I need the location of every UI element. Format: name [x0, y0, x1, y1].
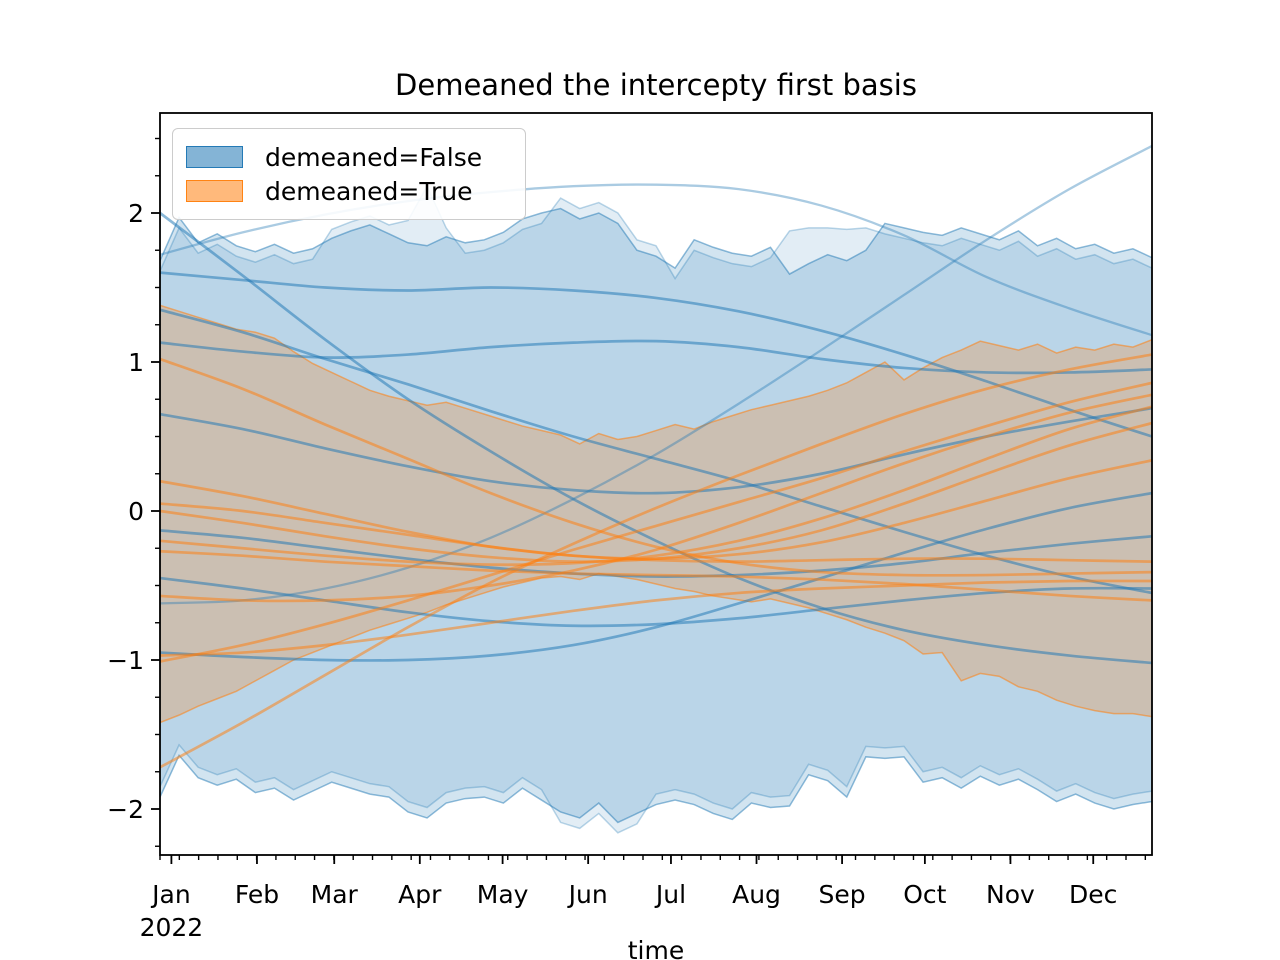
series-true-sample-7 [160, 393, 1152, 603]
x-tick-label-sep: Sep [819, 880, 866, 909]
y-tick-label-−1: −1 [107, 646, 144, 675]
series-false-sample-2 [160, 308, 1152, 595]
series-false-sample-1 [160, 271, 1152, 438]
series-false-sample-8 [160, 491, 1152, 662]
x-tick-label-feb: Feb [235, 880, 279, 909]
legend: demeaned=False demeaned=True [172, 128, 526, 220]
series-false-sample-4 [160, 211, 1152, 665]
x-tick-label-jun: Jun [567, 880, 608, 909]
x-axis-label: time [627, 936, 685, 960]
x-tick-label-jan: Jan [150, 880, 191, 909]
band-demeaned-true-lower-edge [160, 572, 1152, 724]
series-true-sample-1 [160, 357, 1152, 577]
series-false-sample-3 [160, 339, 1152, 375]
x-tick-label-apr: Apr [398, 880, 442, 909]
legend-label: demeaned=False [265, 142, 483, 172]
series-true-sample-6 [160, 549, 1152, 602]
series-true-sample-3 [160, 502, 1152, 564]
band-demeaned-false-outer-upper-edge [160, 184, 1152, 280]
x-tick-label-aug: Aug [732, 880, 781, 909]
legend-item-demeaned-false: demeaned=False [186, 145, 525, 170]
x-year-label: 2022 [140, 913, 204, 942]
x-tick-label-dec: Dec [1069, 880, 1117, 909]
y-tick-label-2: 2 [128, 199, 144, 228]
series-true-sample-8 [160, 579, 1152, 657]
y-tick-label-−2: −2 [107, 795, 144, 824]
x-tick-label-may: May [477, 880, 529, 909]
legend-item-demeaned-true: demeaned=True [186, 179, 525, 204]
band-demeaned-false [160, 208, 1152, 823]
legend-swatch-orange-icon [186, 180, 243, 202]
series-false-sample-6 [160, 529, 1152, 578]
y-tick-label-0: 0 [128, 497, 144, 526]
band-demeaned-false-lower-edge [160, 753, 1152, 824]
band-demeaned-false-outer [160, 186, 1152, 833]
y-tick-label-1: 1 [128, 348, 144, 377]
x-tick-label-nov: Nov [986, 880, 1035, 909]
band-demeaned-false-upper-edge [160, 207, 1152, 276]
chart-title: Demeaned the intercepty first basis [395, 68, 917, 102]
series-false-sample-riser [160, 144, 1152, 605]
x-tick-label-mar: Mar [311, 880, 359, 909]
series-true-sample-4 [160, 421, 1152, 564]
x-tick-label-jul: Jul [654, 880, 686, 909]
legend-label: demeaned=True [265, 176, 473, 206]
legend-swatch-blue-icon [186, 146, 243, 168]
band-demeaned-true-upper-edge [160, 304, 1152, 445]
series-true-sample-10 [160, 353, 1152, 769]
band-demeaned-false-outer-lower-edge [160, 743, 1152, 834]
x-tick-label-oct: Oct [903, 880, 946, 909]
axes-spines [159, 112, 1153, 856]
series-true-sample-5 [160, 405, 1152, 567]
series-true-sample-9 [160, 381, 1152, 663]
